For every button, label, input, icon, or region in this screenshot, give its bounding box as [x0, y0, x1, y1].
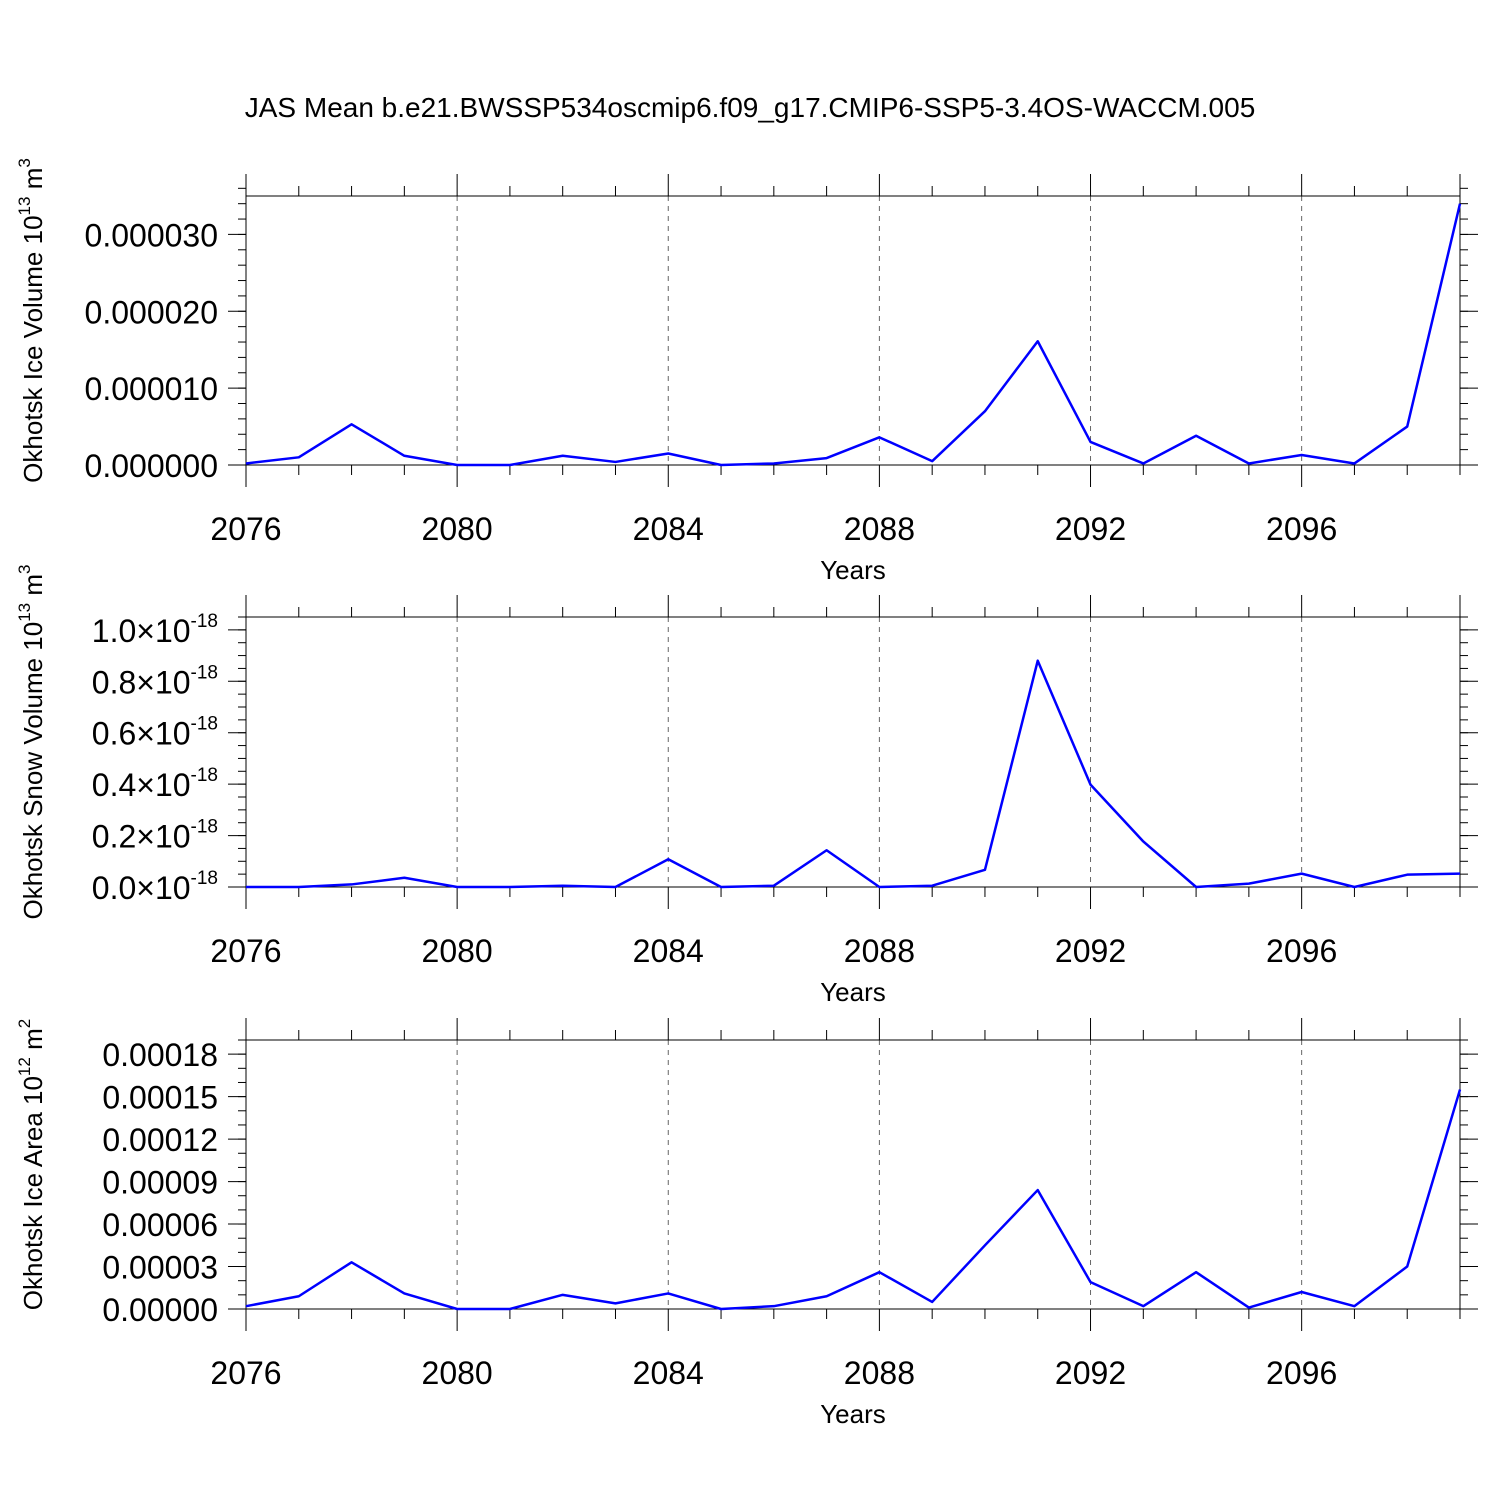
x-tick-label: 2096	[1266, 933, 1337, 969]
x-tick-label: 2092	[1055, 1355, 1126, 1391]
x-tick-label: 2084	[633, 1355, 704, 1391]
y-tick-label: 0.00006	[102, 1207, 218, 1243]
series-line	[246, 1090, 1460, 1309]
x-tick-label: 2080	[422, 511, 493, 547]
x-tick-label: 2088	[844, 933, 915, 969]
y-tick-label: 0.00000	[102, 1292, 218, 1328]
x-tick-label: 2092	[1055, 511, 1126, 547]
x-tick-label: 2092	[1055, 933, 1126, 969]
x-tick-label: 2076	[210, 933, 281, 969]
y-tick-label: 0.4×10-18	[92, 765, 218, 803]
y-tick-label: 0.6×10-18	[92, 714, 218, 752]
y-tick-label: 0.000000	[85, 448, 218, 484]
y-tick-label: 0.000030	[85, 217, 218, 253]
y-tick-label: 0.8×10-18	[92, 662, 218, 700]
x-tick-label: 2080	[422, 933, 493, 969]
x-tick-label: 2084	[633, 511, 704, 547]
y-axis-label: Okhotsk Ice Area 1012 m2	[15, 1019, 48, 1310]
x-tick-label: 2088	[844, 511, 915, 547]
x-tick-label: 2076	[210, 511, 281, 547]
y-tick-label: 0.00009	[102, 1165, 218, 1201]
x-axis-label: Years	[820, 977, 886, 1007]
y-tick-label: 0.00012	[102, 1122, 218, 1158]
y-axis-label: Okhotsk Ice Volume 1013 m3	[15, 158, 48, 483]
y-tick-label: 0.00003	[102, 1250, 218, 1286]
x-axis-label: Years	[820, 555, 886, 585]
x-tick-label: 2084	[633, 933, 704, 969]
series-line	[246, 204, 1460, 465]
y-tick-label: 0.00018	[102, 1037, 218, 1073]
x-tick-label: 2076	[210, 1355, 281, 1391]
x-tick-label: 2088	[844, 1355, 915, 1391]
x-tick-label: 2096	[1266, 1355, 1337, 1391]
y-tick-label: 0.0×10-18	[92, 868, 218, 906]
y-tick-label: 0.000020	[85, 294, 218, 330]
y-tick-label: 0.2×10-18	[92, 817, 218, 855]
series-line	[246, 661, 1460, 887]
x-tick-label: 2096	[1266, 511, 1337, 547]
y-tick-label: 1.0×10-18	[92, 611, 218, 649]
y-axis-label: Okhotsk Snow Volume 1013 m3	[15, 565, 48, 920]
x-tick-label: 2080	[422, 1355, 493, 1391]
figure-title: JAS Mean b.e21.BWSSP534oscmip6.f09_g17.C…	[0, 92, 1500, 124]
y-tick-label: 0.00015	[102, 1080, 218, 1116]
x-axis-label: Years	[820, 1399, 886, 1429]
y-tick-label: 0.000010	[85, 371, 218, 407]
